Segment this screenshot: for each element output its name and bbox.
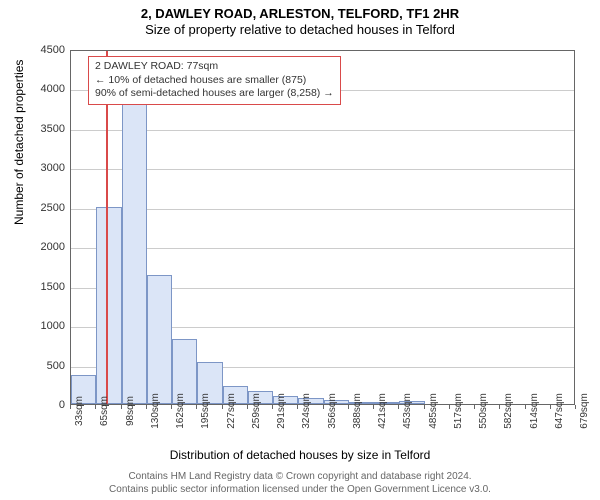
x-tick-mark <box>146 405 147 409</box>
chart-title: 2, DAWLEY ROAD, ARLESTON, TELFORD, TF1 2… <box>0 6 600 21</box>
chart-subtitle: Size of property relative to detached ho… <box>0 22 600 37</box>
annotation-line1: 2 DAWLEY ROAD: 77sqm <box>95 60 334 74</box>
x-tick-mark <box>95 405 96 409</box>
x-tick-mark <box>121 405 122 409</box>
x-tick-label: 162sqm <box>175 393 186 429</box>
footer-line1: Contains HM Land Registry data © Crown c… <box>0 470 600 483</box>
x-tick-mark <box>70 405 71 409</box>
x-tick-mark <box>196 405 197 409</box>
annotation-box: 2 DAWLEY ROAD: 77sqm ← 10% of detached h… <box>88 56 341 105</box>
x-tick-label: 227sqm <box>226 393 237 429</box>
x-tick-label: 421sqm <box>377 393 388 429</box>
x-tick-label: 356sqm <box>327 393 338 429</box>
x-tick-mark <box>575 405 576 409</box>
x-tick-label: 291sqm <box>276 393 287 429</box>
y-tick-label: 3000 <box>5 162 65 174</box>
chart-title-block: 2, DAWLEY ROAD, ARLESTON, TELFORD, TF1 2… <box>0 6 600 37</box>
y-tick-label: 500 <box>5 360 65 372</box>
footer-line2: Contains public sector information licen… <box>0 483 600 496</box>
x-tick-label: 647sqm <box>554 393 565 429</box>
histogram-bar <box>147 275 172 404</box>
x-tick-mark <box>348 405 349 409</box>
x-tick-mark <box>247 405 248 409</box>
footer: Contains HM Land Registry data © Crown c… <box>0 470 600 496</box>
x-tick-mark <box>373 405 374 409</box>
x-tick-label: 33sqm <box>74 396 85 426</box>
x-tick-mark <box>424 405 425 409</box>
x-tick-label: 259sqm <box>251 393 262 429</box>
x-tick-label: 550sqm <box>478 393 489 429</box>
x-tick-mark <box>550 405 551 409</box>
x-tick-label: 130sqm <box>150 393 161 429</box>
y-tick-label: 1000 <box>5 320 65 332</box>
x-tick-mark <box>474 405 475 409</box>
x-tick-mark <box>171 405 172 409</box>
x-tick-mark <box>499 405 500 409</box>
histogram-bar <box>96 207 121 404</box>
x-tick-label: 614sqm <box>529 393 540 429</box>
x-tick-label: 582sqm <box>503 393 514 429</box>
x-tick-mark <box>449 405 450 409</box>
y-tick-label: 2500 <box>5 202 65 214</box>
x-tick-label: 485sqm <box>428 393 439 429</box>
x-tick-label: 517sqm <box>453 393 464 429</box>
x-tick-label: 679sqm <box>579 393 590 429</box>
x-tick-label: 98sqm <box>125 396 136 426</box>
y-tick-label: 1500 <box>5 281 65 293</box>
annotation-line3: 90% of semi-detached houses are larger (… <box>95 87 334 101</box>
x-tick-label: 324sqm <box>301 393 312 429</box>
y-tick-label: 4500 <box>5 44 65 56</box>
chart-container: 2, DAWLEY ROAD, ARLESTON, TELFORD, TF1 2… <box>0 0 600 500</box>
annotation-line2: ← 10% of detached houses are smaller (87… <box>95 74 334 88</box>
x-tick-label: 388sqm <box>352 393 363 429</box>
x-tick-mark <box>398 405 399 409</box>
x-tick-mark <box>525 405 526 409</box>
histogram-bar <box>122 73 147 404</box>
y-tick-label: 3500 <box>5 123 65 135</box>
x-tick-label: 195sqm <box>200 393 211 429</box>
x-axis-label: Distribution of detached houses by size … <box>0 448 600 462</box>
y-tick-label: 2000 <box>5 241 65 253</box>
x-tick-label: 453sqm <box>402 393 413 429</box>
x-tick-mark <box>323 405 324 409</box>
x-tick-mark <box>297 405 298 409</box>
y-tick-label: 0 <box>5 399 65 411</box>
x-tick-mark <box>272 405 273 409</box>
x-tick-label: 65sqm <box>99 396 110 426</box>
x-tick-mark <box>222 405 223 409</box>
y-tick-label: 4000 <box>5 83 65 95</box>
